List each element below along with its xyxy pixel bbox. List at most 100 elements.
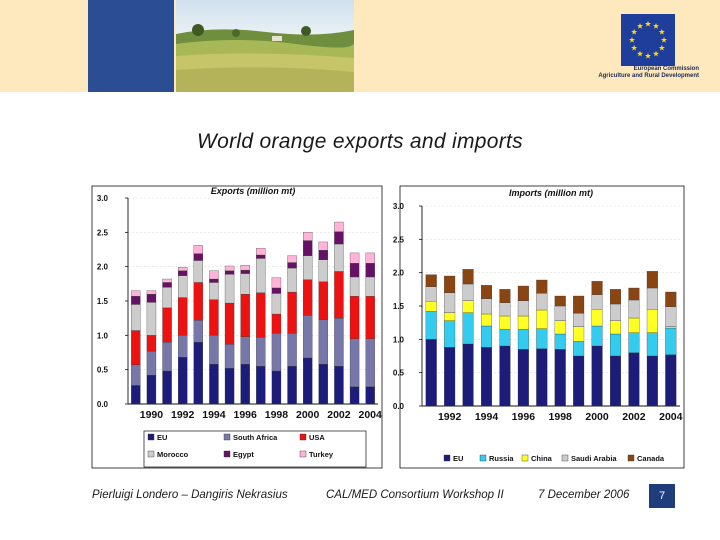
bar-segment (554, 349, 566, 407)
bar-segment (462, 343, 474, 407)
legend-label: EU (157, 433, 167, 442)
bar-segment (178, 267, 188, 271)
bar-segment (256, 258, 266, 293)
bar-segment (131, 290, 141, 297)
bar-segment (591, 309, 603, 327)
bar-segment (591, 325, 603, 347)
bar-segment (665, 291, 677, 307)
page-number: 7 (649, 484, 675, 508)
bar-segment (462, 283, 474, 301)
bar-segment (162, 342, 172, 372)
flag-star-icon (660, 36, 668, 43)
bar-segment (224, 270, 235, 275)
footer-date: 7 December 2006 (538, 489, 630, 501)
charts-area: Exports (million mt) 0.0 0.5 1.0 1.5 2.0 2.5 3.… (91, 185, 685, 469)
bar-segment (481, 298, 493, 315)
legend-label: EU (453, 454, 463, 463)
x-tick-label: 1996 (512, 411, 536, 423)
bar-segment (178, 275, 188, 298)
bar-segment (318, 250, 328, 260)
bar-segment (146, 302, 157, 336)
x-tick-label: 1992 (438, 411, 462, 423)
bar-segment (162, 370, 172, 405)
bar-segment (628, 317, 640, 333)
legend-label: USA (309, 433, 325, 442)
bar-segment (146, 290, 157, 295)
bar-segment (517, 300, 529, 317)
bar-segment (146, 335, 157, 352)
bar-segment (610, 303, 621, 321)
bar-segment (193, 282, 203, 321)
flag-star-icon (631, 44, 638, 51)
bar-segment (271, 287, 282, 294)
footer-authors: Pierluigi Londero – Dangiris Nekrasius (92, 489, 288, 501)
bar-segment (303, 232, 313, 241)
bar-segment (271, 370, 282, 405)
bar-segment (240, 265, 250, 271)
flag-star-icon (636, 22, 644, 29)
y-tick-label: 2.5 (393, 235, 405, 244)
bar-segment (591, 345, 603, 407)
bar-segment (334, 221, 344, 232)
flag-star-icon (628, 36, 636, 43)
bar-segment (334, 271, 344, 319)
bar-segment (209, 299, 219, 336)
bar-segment (481, 285, 493, 299)
bar-segment (334, 366, 344, 405)
bar-segment (573, 341, 585, 357)
eu-flag-icon (621, 14, 675, 66)
bar-segment (193, 342, 203, 405)
legend-label: Turkey (309, 450, 334, 459)
bar-segment (610, 320, 621, 335)
bar-segment (499, 289, 511, 303)
european-commission-logo: European Commission Agriculture and Rura… (577, 10, 699, 88)
bar-segment (628, 299, 640, 319)
bar-segment (240, 293, 250, 337)
bar-segment (178, 270, 188, 276)
bar-segment (146, 375, 157, 405)
bar-segment (146, 350, 157, 376)
y-tick-label: 2.0 (97, 263, 109, 272)
x-tick-label: 1994 (475, 411, 499, 423)
bar-segment (646, 332, 658, 357)
flag-star-icon (644, 20, 652, 27)
bar-segment (334, 231, 344, 245)
bar-segment (499, 329, 511, 347)
bar-segment (573, 326, 585, 342)
bar-segment (240, 273, 250, 295)
bar-segment (536, 328, 548, 349)
bar-segment (131, 330, 141, 366)
legend-swatch (443, 454, 451, 462)
bar-segment (146, 293, 157, 303)
x-tick-label: 2000 (296, 409, 320, 421)
y-tick-label: 1.5 (97, 297, 109, 306)
legend-label: Egypt (233, 450, 254, 459)
bar-segment (256, 292, 266, 338)
flag-star-icon (644, 52, 652, 59)
flag-star-icon (636, 50, 644, 57)
bar-segment (646, 287, 658, 310)
bar-segment (224, 302, 235, 345)
bar-segment (536, 279, 548, 294)
legend-swatch (223, 450, 231, 458)
bar-segment (349, 252, 360, 264)
bar-segment (162, 287, 172, 309)
bar-segment (224, 368, 235, 405)
y-tick-label: 2.5 (97, 228, 109, 237)
bar-segment (365, 276, 375, 297)
bar-segment (131, 364, 141, 386)
bar-segment (303, 255, 313, 280)
chart-title: Exports (million mt) (211, 186, 296, 196)
bar-segment (462, 269, 474, 285)
bar-segment (349, 386, 360, 405)
bar-segment (517, 329, 529, 350)
bar-segment (365, 338, 375, 387)
legend-label: Canada (637, 454, 665, 463)
bar-segment (287, 333, 297, 367)
bar-segment (610, 333, 621, 357)
x-tick-label: 1994 (202, 409, 226, 421)
logo-text-line2: Agriculture and Rural Development (598, 73, 699, 79)
y-tick-label: 0.5 (393, 369, 405, 378)
bar-segment (349, 338, 360, 387)
bar-segment (178, 297, 188, 336)
